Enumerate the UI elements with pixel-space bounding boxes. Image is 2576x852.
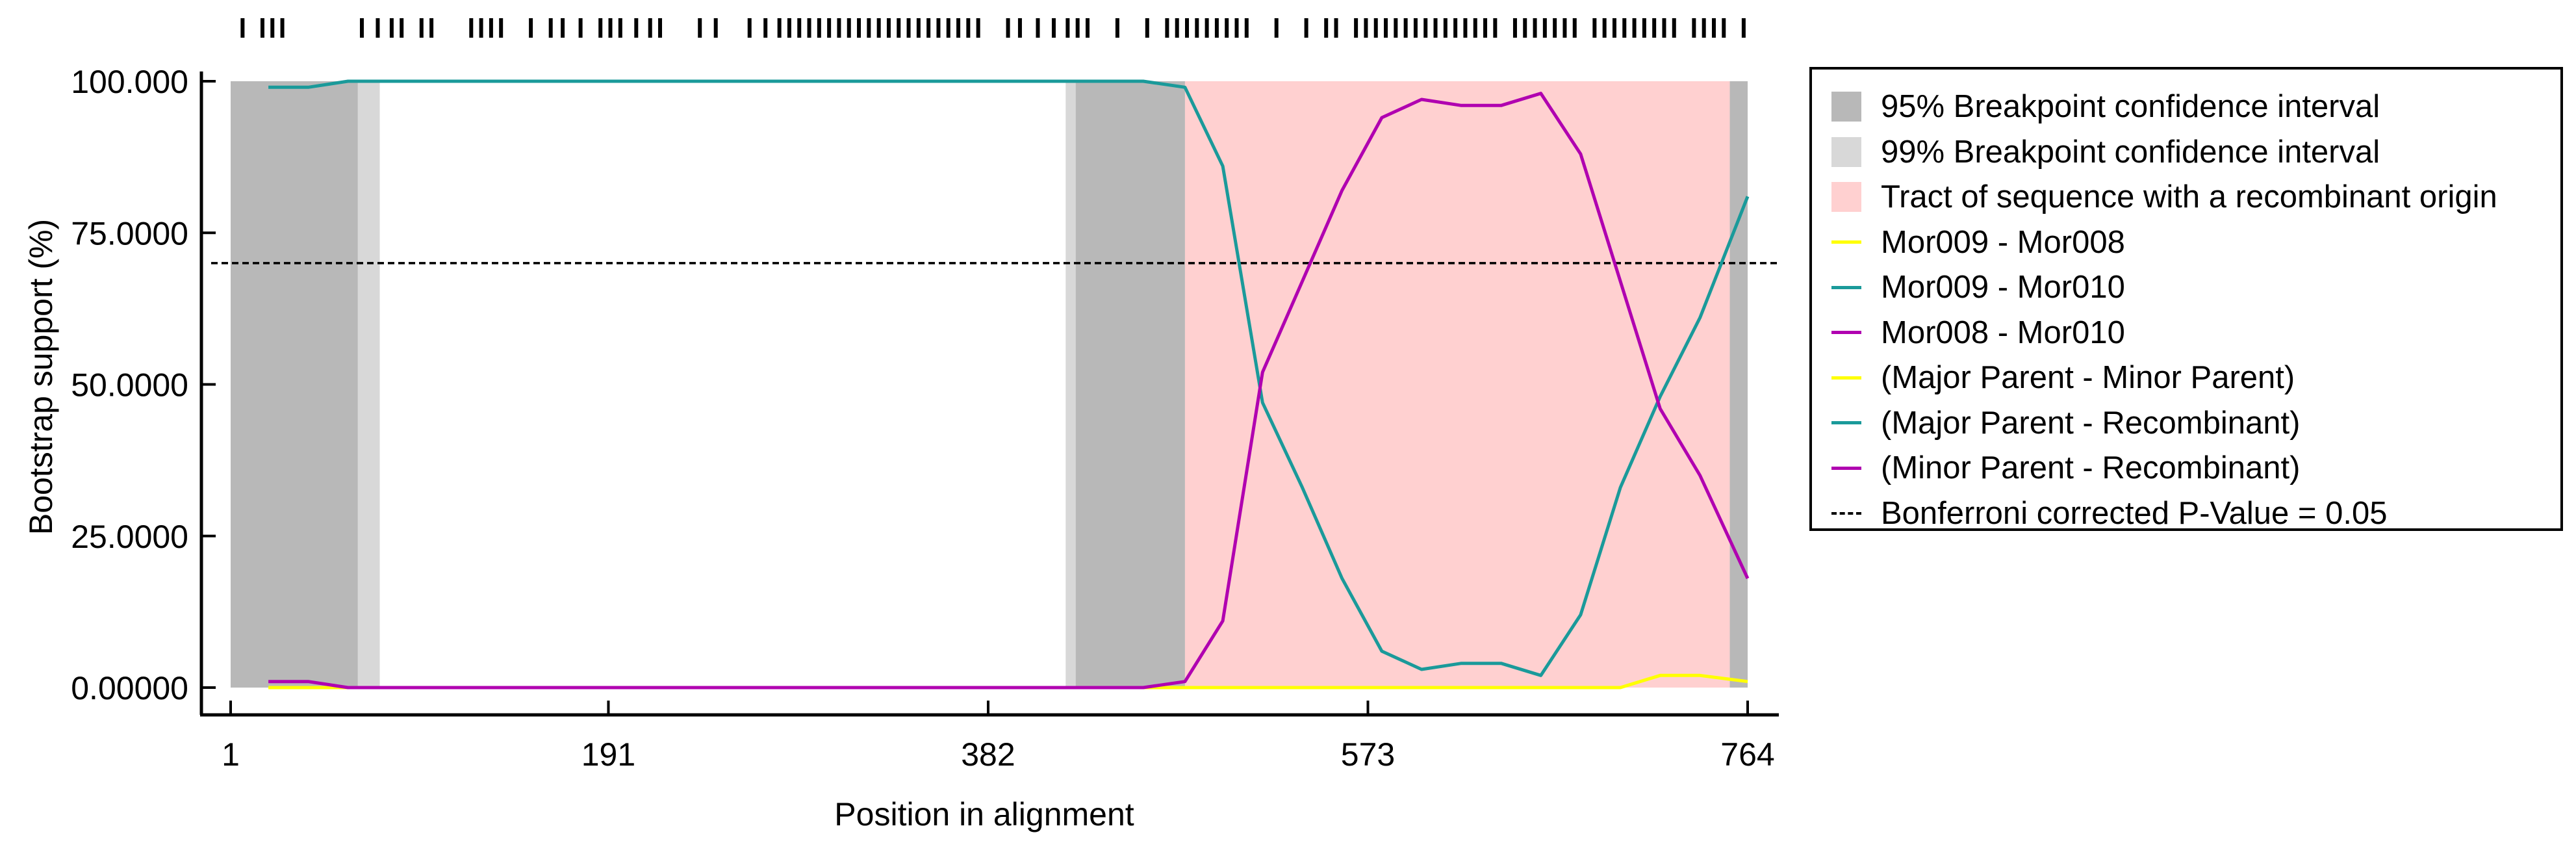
confidence-regions [231,81,1748,688]
legend-swatch-box [1831,92,1861,122]
legend-swatch-line [1831,331,1861,334]
legend-entry: Mor008 - Mor010 [1831,310,2125,355]
x-tick-label-1: 191 [581,736,635,773]
legend-label: Bonferroni corrected P-Value = 0.05 [1881,495,2388,531]
x-tick-label-4: 764 [1720,736,1774,773]
legend-entry: (Major Parent - Recombinant) [1831,400,2300,446]
y-tick-label-3: 75.0000 [71,215,188,252]
region-0-span-1 [1075,81,1185,688]
x-tick-label-0: 1 [222,736,240,773]
x-axis-title: Position in alignment [834,796,1134,833]
informative-sites-track [240,18,1746,38]
legend-entry: (Minor Parent - Recombinant) [1831,445,2300,491]
legend-label: Mor008 - Mor010 [1881,315,2125,350]
x-tick-label-2: 382 [961,736,1015,773]
legend-label: 95% Breakpoint confidence interval [1881,89,2380,124]
legend-entry: 99% Breakpoint confidence interval [1831,129,2380,175]
legend-swatch-line [1831,421,1861,424]
series-line-2 [268,92,1750,690]
legend-label: (Major Parent - Recombinant) [1881,405,2301,441]
legend-entry: Mor009 - Mor010 [1831,265,2125,310]
axes: 0.00000 25.0000 50.0000 75.0000 100.000 1 191 3… [71,64,1779,773]
legend-label: (Major Parent - Minor Parent) [1881,360,2295,395]
legend-swatch-line [1831,511,1861,515]
y-tick-label-2: 50.0000 [71,367,188,404]
y-tick-label-4: 100.000 [71,64,188,100]
legend-label: (Minor Parent - Recombinant) [1881,450,2301,485]
legend-entry: (Major Parent - Minor Parent) [1831,355,2295,400]
region-1-span-0 [357,81,380,688]
y-axis-title: Bootstrap support (%) [23,219,59,535]
legend-swatch-line [1831,240,1861,244]
region-1-span-1 [1065,81,1076,688]
legend-swatch-line [1831,466,1861,470]
legend-label: Tract of sequence with a recombinant ori… [1881,179,2497,214]
x-tick-label-3: 573 [1341,736,1395,773]
region-2-span-0 [1184,81,1730,688]
legend-entry: Bonferroni corrected P-Value = 0.05 [1831,491,2387,536]
legend-swatch-line [1831,376,1861,380]
legend-label: Mor009 - Mor008 [1881,224,2125,260]
legend-label: Mor009 - Mor010 [1881,270,2125,305]
legend-entry: Mor009 - Mor008 [1831,220,2125,265]
region-0-span-2 [1729,81,1748,688]
y-tick-label-1: 25.0000 [71,519,188,555]
legend-swatch-line [1831,285,1861,289]
legend: 95% Breakpoint confidence interval 99% Br… [1809,67,2563,531]
legend-swatch-box [1831,136,1861,167]
series-lines [268,79,1750,690]
legend-entry: Tract of sequence with a recombinant ori… [1831,174,2497,220]
legend-entry: 95% Breakpoint confidence interval [1831,84,2380,129]
series-line-1 [268,79,1750,677]
legend-swatch-box [1831,182,1861,212]
region-0-span-0 [231,81,358,688]
y-tick-label-0: 0.00000 [71,670,188,706]
legend-label: 99% Breakpoint confidence interval [1881,134,2380,170]
